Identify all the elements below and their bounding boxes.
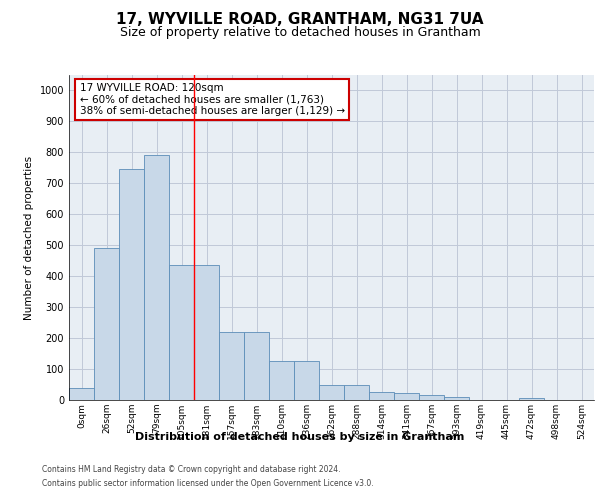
Bar <box>419 396 444 400</box>
Y-axis label: Number of detached properties: Number of detached properties <box>24 156 34 320</box>
Bar <box>269 362 294 400</box>
Bar <box>69 388 94 400</box>
Text: 17 WYVILLE ROAD: 120sqm
← 60% of detached houses are smaller (1,763)
38% of semi: 17 WYVILLE ROAD: 120sqm ← 60% of detache… <box>79 83 344 116</box>
Bar <box>244 332 269 400</box>
Bar <box>369 392 394 400</box>
Bar <box>169 266 194 400</box>
Bar <box>344 384 369 400</box>
Bar <box>144 156 169 400</box>
Text: Distribution of detached houses by size in Grantham: Distribution of detached houses by size … <box>136 432 464 442</box>
Text: Size of property relative to detached houses in Grantham: Size of property relative to detached ho… <box>119 26 481 39</box>
Bar <box>119 170 144 400</box>
Text: Contains HM Land Registry data © Crown copyright and database right 2024.: Contains HM Land Registry data © Crown c… <box>42 466 341 474</box>
Bar <box>394 393 419 400</box>
Bar <box>444 397 469 400</box>
Bar <box>319 384 344 400</box>
Bar <box>519 398 544 400</box>
Bar <box>294 362 319 400</box>
Text: Contains public sector information licensed under the Open Government Licence v3: Contains public sector information licen… <box>42 480 374 488</box>
Bar <box>94 248 119 400</box>
Bar <box>194 266 219 400</box>
Text: 17, WYVILLE ROAD, GRANTHAM, NG31 7UA: 17, WYVILLE ROAD, GRANTHAM, NG31 7UA <box>116 12 484 28</box>
Bar <box>219 332 244 400</box>
